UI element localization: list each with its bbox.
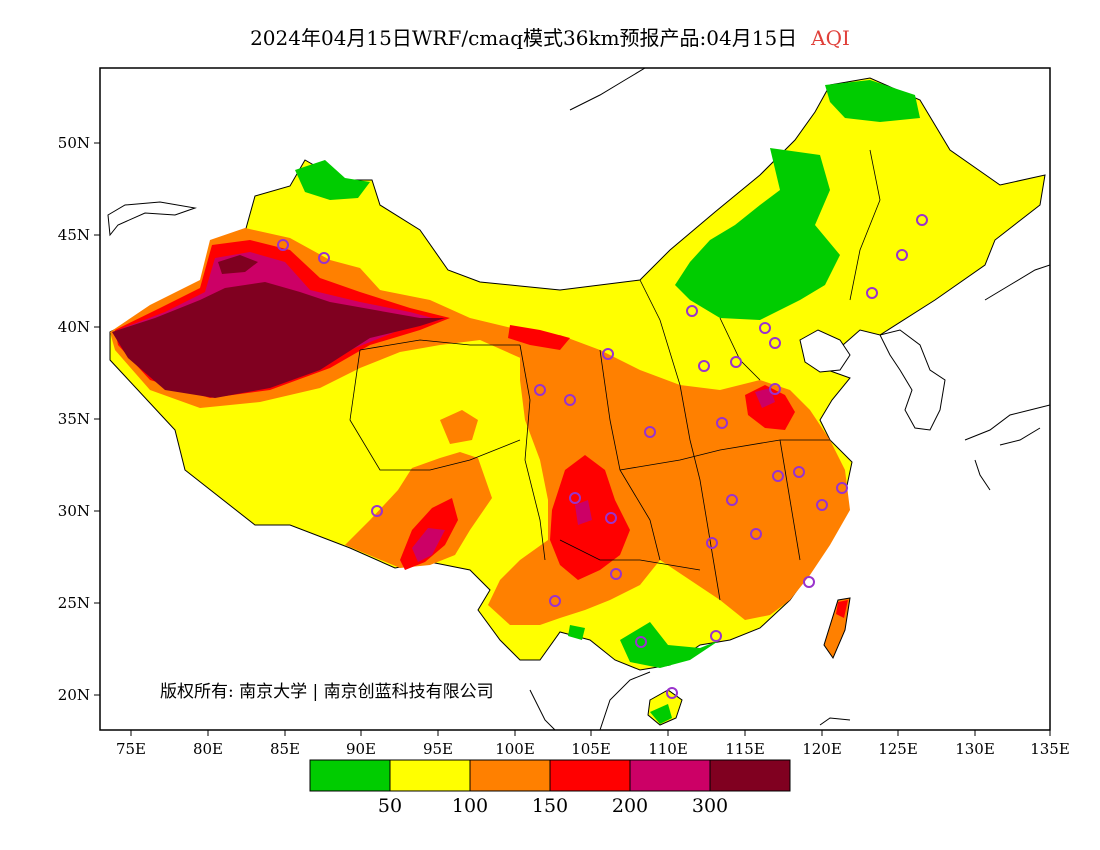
dzungaria-hazardous-spot xyxy=(218,255,258,274)
station-marker xyxy=(277,239,289,251)
y-tick-label: 45N xyxy=(58,226,90,244)
guangxi-good-spot xyxy=(568,625,585,640)
station-marker xyxy=(666,687,678,699)
southeast-asia-coast xyxy=(529,671,851,730)
station-marker xyxy=(836,482,848,494)
station-marker xyxy=(534,384,546,396)
tibet-magenta-spot xyxy=(412,528,445,562)
x-tick-label: 135E xyxy=(1030,740,1070,758)
x-tick-label: 105E xyxy=(571,740,611,758)
station-marker xyxy=(793,466,805,478)
south-good-region xyxy=(620,622,720,668)
map-content: 版权所有: 南京大学 | 南京创蓝科技有限公司 xyxy=(107,68,1050,730)
station-marker xyxy=(706,537,718,549)
tibet-orange-region xyxy=(345,452,492,568)
x-tick-label: 130E xyxy=(955,740,995,758)
x-axis-labels: 75E 80E 85E 90E 95E 100E 105E 110E 115E … xyxy=(116,740,1070,758)
station-marker xyxy=(602,348,614,360)
station-marker xyxy=(716,417,728,429)
station-marker xyxy=(698,360,710,372)
y-tick-label: 20N xyxy=(58,686,90,704)
northeast-good-region xyxy=(675,148,840,320)
gansu-red-band xyxy=(508,325,570,350)
station-marker xyxy=(318,252,330,264)
y-tick-label: 25N xyxy=(58,594,90,612)
station-marker xyxy=(371,505,383,517)
station-marker xyxy=(866,287,878,299)
station-marker xyxy=(769,383,781,395)
station-marker xyxy=(605,512,617,524)
legend-threshold-label: 150 xyxy=(532,795,568,817)
legend-swatch-very-unhealthy xyxy=(629,759,711,792)
legend-swatch-moderate xyxy=(389,759,471,792)
bohai-bay xyxy=(799,329,851,373)
station-marker xyxy=(759,322,771,334)
station-marker xyxy=(569,492,581,504)
station-marker xyxy=(769,337,781,349)
shandong-magenta-spot xyxy=(755,388,775,408)
y-tick-label: 35N xyxy=(58,410,90,428)
variable-label: AQI xyxy=(811,26,850,50)
japan-coastline xyxy=(964,404,1050,491)
x-tick-label: 75E xyxy=(116,740,146,758)
y-axis-labels: 50N 45N 40N 35N 30N 25N 20N xyxy=(58,134,90,704)
station-marker xyxy=(610,568,622,580)
station-markers xyxy=(277,214,928,699)
station-marker xyxy=(710,630,722,642)
x-tick-label: 110E xyxy=(648,740,688,758)
map-title: 2024年04月15日WRF/cmaq模式36km预报产品:04月15日 AQI xyxy=(0,22,1100,51)
station-marker xyxy=(750,528,762,540)
x-tick-label: 120E xyxy=(802,740,842,758)
x-tick-label: 90E xyxy=(346,740,376,758)
station-marker xyxy=(730,356,742,368)
sichuan-magenta-spot xyxy=(575,500,592,525)
x-tick-label: 95E xyxy=(423,740,453,758)
x-tick-label: 80E xyxy=(193,740,223,758)
x-tick-label: 125E xyxy=(878,740,918,758)
x-tick-label: 115E xyxy=(725,740,765,758)
legend-threshold-label: 100 xyxy=(452,795,488,817)
province-borders xyxy=(349,149,881,601)
axis-ticks xyxy=(94,142,1051,736)
station-marker xyxy=(644,426,656,438)
title-text: 2024年04月15日WRF/cmaq模式36km预报产品:04月15日 xyxy=(250,26,798,50)
y-tick-label: 30N xyxy=(58,502,90,520)
legend-swatch-unhealthy xyxy=(549,759,631,792)
legend-threshold-label: 300 xyxy=(692,795,728,817)
legend-swatch-sensitive xyxy=(469,759,551,792)
station-marker xyxy=(686,305,698,317)
heilongjiang-good-region xyxy=(825,80,920,122)
y-tick-label: 40N xyxy=(58,318,90,336)
station-marker xyxy=(635,636,647,648)
hainan-good xyxy=(650,704,672,724)
x-tick-label: 85E xyxy=(270,740,300,758)
station-marker xyxy=(816,499,828,511)
map-frame xyxy=(99,67,1051,731)
taklamakan-hazardous-region xyxy=(112,282,445,398)
korea-coastline xyxy=(879,329,946,431)
altai-good-region xyxy=(295,160,370,200)
copyright-text: 版权所有: 南京大学 | 南京创蓝科技有限公司 xyxy=(160,682,494,702)
legend-colorbar xyxy=(309,759,791,792)
station-marker xyxy=(803,576,815,588)
y-tick-label: 50N xyxy=(58,134,90,152)
legend-threshold-label: 200 xyxy=(612,795,648,817)
legend-threshold-label: 50 xyxy=(378,795,402,817)
legend-labels: 50 100 150 200 300 xyxy=(378,795,728,817)
station-marker xyxy=(916,214,928,226)
kazakhstan-lake xyxy=(107,201,197,237)
station-marker xyxy=(726,494,738,506)
station-marker xyxy=(772,470,784,482)
qinghai-orange-spot xyxy=(440,410,478,444)
russia-coastline xyxy=(569,68,1050,301)
station-marker xyxy=(564,394,576,406)
station-marker xyxy=(896,249,908,261)
x-tick-label: 100E xyxy=(495,740,535,758)
legend-swatch-hazardous xyxy=(709,759,791,792)
taiwan-unhealthy xyxy=(836,600,848,618)
station-marker xyxy=(549,595,561,607)
legend-swatch-good xyxy=(309,759,391,792)
